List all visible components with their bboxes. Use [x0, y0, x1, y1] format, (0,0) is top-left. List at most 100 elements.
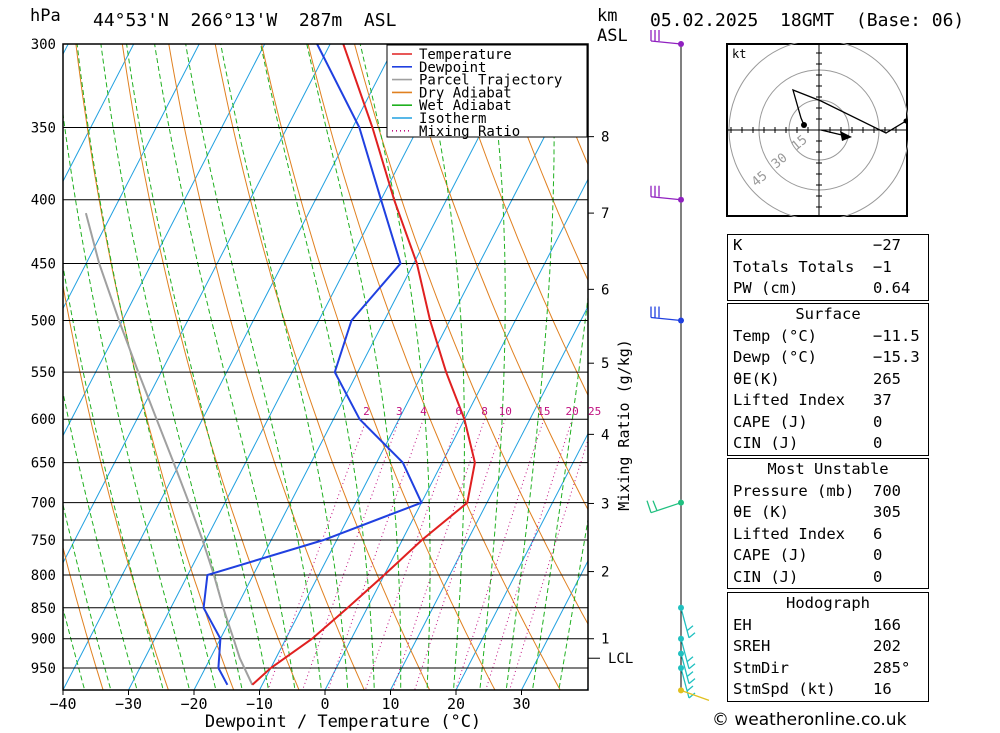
- barb-flag: [688, 663, 696, 670]
- barb-flag: [652, 500, 658, 511]
- index-row: CAPE (J) 0: [728, 545, 928, 567]
- credit-link[interactable]: © weatheronline.co.uk: [712, 710, 907, 730]
- wet-adiabat-line: [306, 44, 402, 690]
- pressure-tick-label: 850: [31, 601, 56, 617]
- wind-level-dot: [678, 499, 684, 506]
- dry-adiabat-line: [261, 44, 496, 690]
- index-row: StmSpd (kt) 16: [728, 679, 928, 701]
- barb-flag: [688, 678, 696, 685]
- wet-adiabat-line: [63, 502, 112, 690]
- index-row: Totals Totals −1: [728, 257, 928, 279]
- most-unstable-box: Most Unstable Pressure (mb) 700 θE (K) 305 Li…: [727, 458, 929, 589]
- index-row: K −27: [728, 235, 928, 257]
- index-label: Dewp (°C): [733, 348, 817, 366]
- index-row: SREH 202: [728, 636, 928, 658]
- wind-level-dot: [678, 665, 684, 671]
- index-value: 0: [873, 567, 883, 586]
- index-label: θE (K): [733, 503, 789, 521]
- pressure-tick-label: 600: [31, 412, 56, 428]
- dry-adiabat-line: [121, 44, 300, 690]
- mixing-ratio-label: 2: [363, 405, 370, 418]
- isotherm-line: [127, 44, 462, 690]
- index-label: CAPE (J): [733, 412, 808, 431]
- barb-shaft: [650, 316, 682, 322]
- wet-adiabat-line: [532, 293, 588, 690]
- pressure-tick-label: 500: [31, 314, 56, 330]
- wind-barbs: [646, 30, 710, 701]
- index-row: StmDir 285°: [728, 658, 928, 680]
- surface-indices-box: Surface Temp (°C) −11.5 Dewp (°C) −15.3 θE(K)…: [727, 303, 929, 456]
- dry-adiabat-line: [63, 283, 169, 690]
- mixing-ratio-line: [485, 419, 573, 690]
- index-value: 16: [873, 680, 892, 698]
- pressure-tick-label: 650: [31, 456, 56, 472]
- pressure-tick-label: 800: [31, 568, 56, 584]
- dry-adiabat-line: [493, 44, 588, 282]
- isotherm-line: [193, 44, 528, 690]
- dewpoint-line: [202, 44, 423, 686]
- hodograph-indices-box: Hodograph EH 166 SREH 202 StmDir 285° StmSpd (k…: [727, 592, 929, 702]
- asl-unit-label: ASL: [597, 26, 628, 46]
- barb-shaft: [650, 40, 682, 45]
- pressure-tick-label: 450: [31, 256, 56, 272]
- mixing-ratio-label: 3: [396, 405, 403, 418]
- km-tick-label: 6: [601, 282, 609, 298]
- x-tick-label: 20: [447, 695, 465, 713]
- parcel-trajectory-line: [84, 212, 254, 686]
- index-label: EH: [733, 615, 752, 634]
- wet-adiabat-line: [63, 110, 191, 690]
- index-row: Temp (°C) −11.5: [728, 326, 928, 348]
- wind-barb: [678, 650, 696, 685]
- isotherm-line: [652, 44, 720, 690]
- wind-level-dot: [678, 635, 684, 642]
- dry-adiabat-line: [307, 44, 561, 690]
- pressure-tick-label: 300: [31, 37, 56, 53]
- pressure-tick-label: 750: [31, 533, 56, 549]
- barb-shaft: [680, 607, 690, 638]
- mixing-ratio-label: 8: [481, 405, 488, 418]
- mixing-ratio-axis-title: Mixing Ratio (g/kg): [615, 339, 633, 511]
- isotherm-line: [0, 44, 3, 690]
- index-row: θE (K) 305: [728, 502, 928, 524]
- chart-profiles: [84, 44, 476, 686]
- wind-barb: [650, 30, 684, 47]
- barb-flag: [688, 632, 696, 639]
- chart-grid: [0, 44, 720, 690]
- x-tick-label: 0: [320, 695, 329, 713]
- dry-adiabat-line: [354, 44, 588, 626]
- isotherm-line: [63, 44, 200, 310]
- index-value: −1: [873, 257, 892, 276]
- mixing-ratio-line: [392, 419, 486, 690]
- mixing-ratio-line: [455, 419, 545, 690]
- dry-adiabat-line: [75, 44, 235, 690]
- wind-level-dot: [678, 604, 684, 611]
- index-value: 0: [873, 434, 883, 452]
- storm-motion-arrow: [840, 131, 852, 141]
- index-value: 700: [873, 481, 901, 500]
- mixing-ratio-line: [301, 419, 400, 690]
- mixing-ratio-line: [267, 419, 367, 690]
- x-tick-label: 30: [512, 695, 530, 713]
- index-value: 166: [873, 615, 901, 634]
- pressure-tick-label: 350: [31, 120, 56, 136]
- dry-adiabat-line: [168, 44, 365, 690]
- wet-adiabat-line: [76, 44, 217, 690]
- index-section-title: Hodograph: [786, 594, 870, 612]
- barb-shaft: [680, 638, 690, 669]
- legend-label: Temperature: [419, 47, 512, 63]
- index-value: 202: [873, 637, 901, 655]
- barb-flag: [688, 692, 696, 699]
- pressure-unit-label: hPa: [30, 6, 61, 26]
- legend-box: [386, 44, 588, 138]
- mixing-ratio-label: 6: [455, 405, 462, 418]
- barb-shaft: [680, 667, 690, 699]
- index-section-title: Most Unstable: [767, 460, 889, 478]
- dry-adiabat-line: [400, 44, 588, 511]
- isotherm-line: [455, 432, 588, 690]
- isotherm-line: [63, 44, 397, 690]
- dry-adiabat-line: [633, 44, 720, 690]
- index-label: Totals Totals: [733, 257, 855, 276]
- index-section-title: Surface: [795, 305, 861, 323]
